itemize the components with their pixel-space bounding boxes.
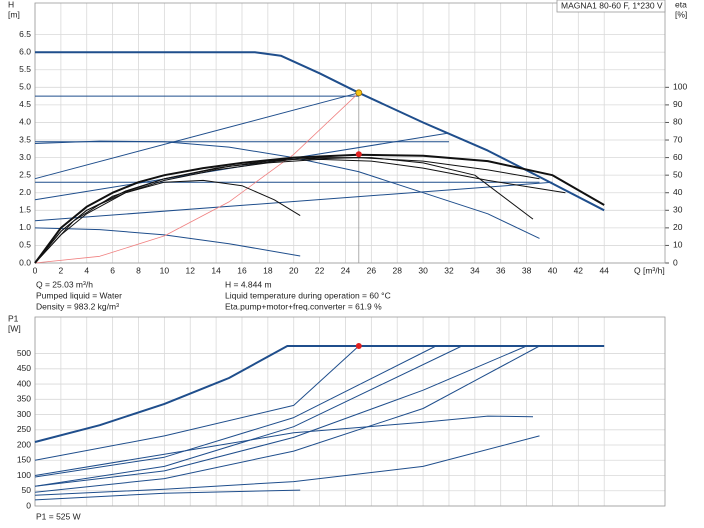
title-box — [556, 0, 666, 13]
y-tick-label: 2.5 — [19, 169, 31, 179]
y-tick-label: 100 — [17, 470, 31, 480]
y-tick-label: 350 — [17, 394, 31, 404]
plot-frame — [34, 2, 666, 264]
curve — [34, 345, 540, 493]
curve — [34, 435, 540, 496]
curve — [34, 345, 360, 461]
y-tick-label: 0.5 — [19, 240, 31, 250]
y2-tick-label: 30 — [673, 205, 683, 215]
y2-tick-label: 80 — [673, 117, 683, 127]
y2-tick-label: 90 — [673, 99, 683, 109]
x-tick-label: 26 — [367, 265, 377, 275]
y-axis-label: H — [8, 0, 14, 9]
y-tick-label: 1.0 — [19, 222, 31, 232]
operating-point — [355, 89, 363, 97]
x-tick-label: 30 — [418, 265, 428, 275]
y-tick-label: 2.0 — [19, 187, 31, 197]
x-tick-label: 18 — [263, 265, 273, 275]
y2-tick-label: 50 — [673, 169, 683, 179]
x-tick-label: 24 — [341, 265, 351, 275]
x-tick-label: 42 — [574, 265, 584, 275]
curve — [34, 92, 359, 180]
y-axis-label: [m] — [8, 9, 20, 19]
curve — [34, 489, 301, 501]
y2-tick-label: 20 — [673, 222, 683, 232]
plot-frame — [34, 316, 666, 507]
x-tick-label: 0 — [33, 265, 38, 275]
y-tick-label: 50 — [22, 485, 32, 495]
annotation: H = 4.844 m — [225, 279, 272, 289]
x-tick-label: 28 — [392, 265, 402, 275]
y-tick-label: 250 — [17, 424, 31, 434]
y-tick-label: 5.0 — [19, 82, 31, 92]
x-tick-label: 32 — [444, 265, 454, 275]
curve — [34, 345, 463, 487]
curve — [34, 140, 540, 239]
y2-tick-label: 100 — [673, 82, 687, 92]
y2-axis-label: eta — [675, 0, 687, 9]
y-tick-label: 450 — [17, 363, 31, 373]
curve — [34, 92, 360, 264]
x-tick-label: 4 — [84, 265, 89, 275]
y-tick-label: 5.5 — [19, 64, 31, 74]
y-axis-label: P1 — [8, 313, 19, 323]
y-tick-label: 6.5 — [19, 29, 31, 39]
curve — [34, 158, 566, 264]
x-tick-label: 2 — [59, 265, 64, 275]
y-tick-label: 0 — [26, 500, 31, 510]
y-tick-label: 3.0 — [19, 152, 31, 162]
y2-tick-label: 0 — [673, 257, 678, 267]
x-tick-label: 14 — [211, 265, 221, 275]
x-tick-label: 6 — [110, 265, 115, 275]
curve — [34, 415, 534, 476]
x-tick-label: 22 — [315, 265, 325, 275]
y-tick-label: 300 — [17, 409, 31, 419]
y2-tick-label: 70 — [673, 134, 683, 144]
x-tick-label: 10 — [160, 265, 170, 275]
annotation: P1 = 525 W — [36, 511, 81, 521]
y-tick-label: 3.5 — [19, 134, 31, 144]
annotation: Density = 983.2 kg/m³ — [36, 301, 119, 311]
operating-point — [355, 342, 362, 349]
curve — [34, 157, 540, 264]
curve — [34, 345, 527, 487]
y-tick-label: 200 — [17, 439, 31, 449]
curve — [34, 181, 553, 222]
curve — [34, 153, 605, 264]
y-axis-label: [W] — [8, 323, 21, 333]
x-tick-label: 16 — [237, 265, 247, 275]
y2-tick-label: 60 — [673, 152, 683, 162]
curve — [34, 179, 301, 264]
y-tick-label: 150 — [17, 455, 31, 465]
y2-tick-label: 40 — [673, 187, 683, 197]
curve — [34, 345, 605, 443]
x-tick-label: 34 — [470, 265, 480, 275]
annotation: Eta.pump+motor+freq.converter = 61.9 % — [225, 301, 382, 311]
x-tick-label: 44 — [599, 265, 609, 275]
y-tick-label: 1.5 — [19, 205, 31, 215]
chart-title: MAGNA1 80-60 F, 1*230 V — [561, 0, 663, 10]
operating-point — [355, 151, 362, 158]
y-tick-label: 4.0 — [19, 117, 31, 127]
x-tick-label: 20 — [289, 265, 299, 275]
x-tick-label: 38 — [522, 265, 532, 275]
y-tick-label: 500 — [17, 348, 31, 358]
y2-tick-label: 10 — [673, 240, 683, 250]
y-tick-label: 0.0 — [19, 257, 31, 267]
curve — [34, 227, 301, 257]
curve — [34, 345, 437, 478]
annotation: Q = 25.03 m³/h — [36, 279, 93, 289]
annotation: Pumped liquid = Water — [36, 290, 122, 300]
y-tick-label: 400 — [17, 378, 31, 388]
y-tick-label: 4.5 — [19, 99, 31, 109]
y2-axis-label: [%] — [675, 9, 687, 19]
x-tick-label: 8 — [136, 265, 141, 275]
x-axis-label: Q [m³/h] — [634, 265, 665, 275]
annotation: Liquid temperature during operation = 60… — [225, 290, 391, 300]
x-tick-label: 40 — [548, 265, 558, 275]
x-tick-label: 36 — [496, 265, 506, 275]
x-tick-label: 12 — [186, 265, 196, 275]
y-tick-label: 6.0 — [19, 46, 31, 56]
